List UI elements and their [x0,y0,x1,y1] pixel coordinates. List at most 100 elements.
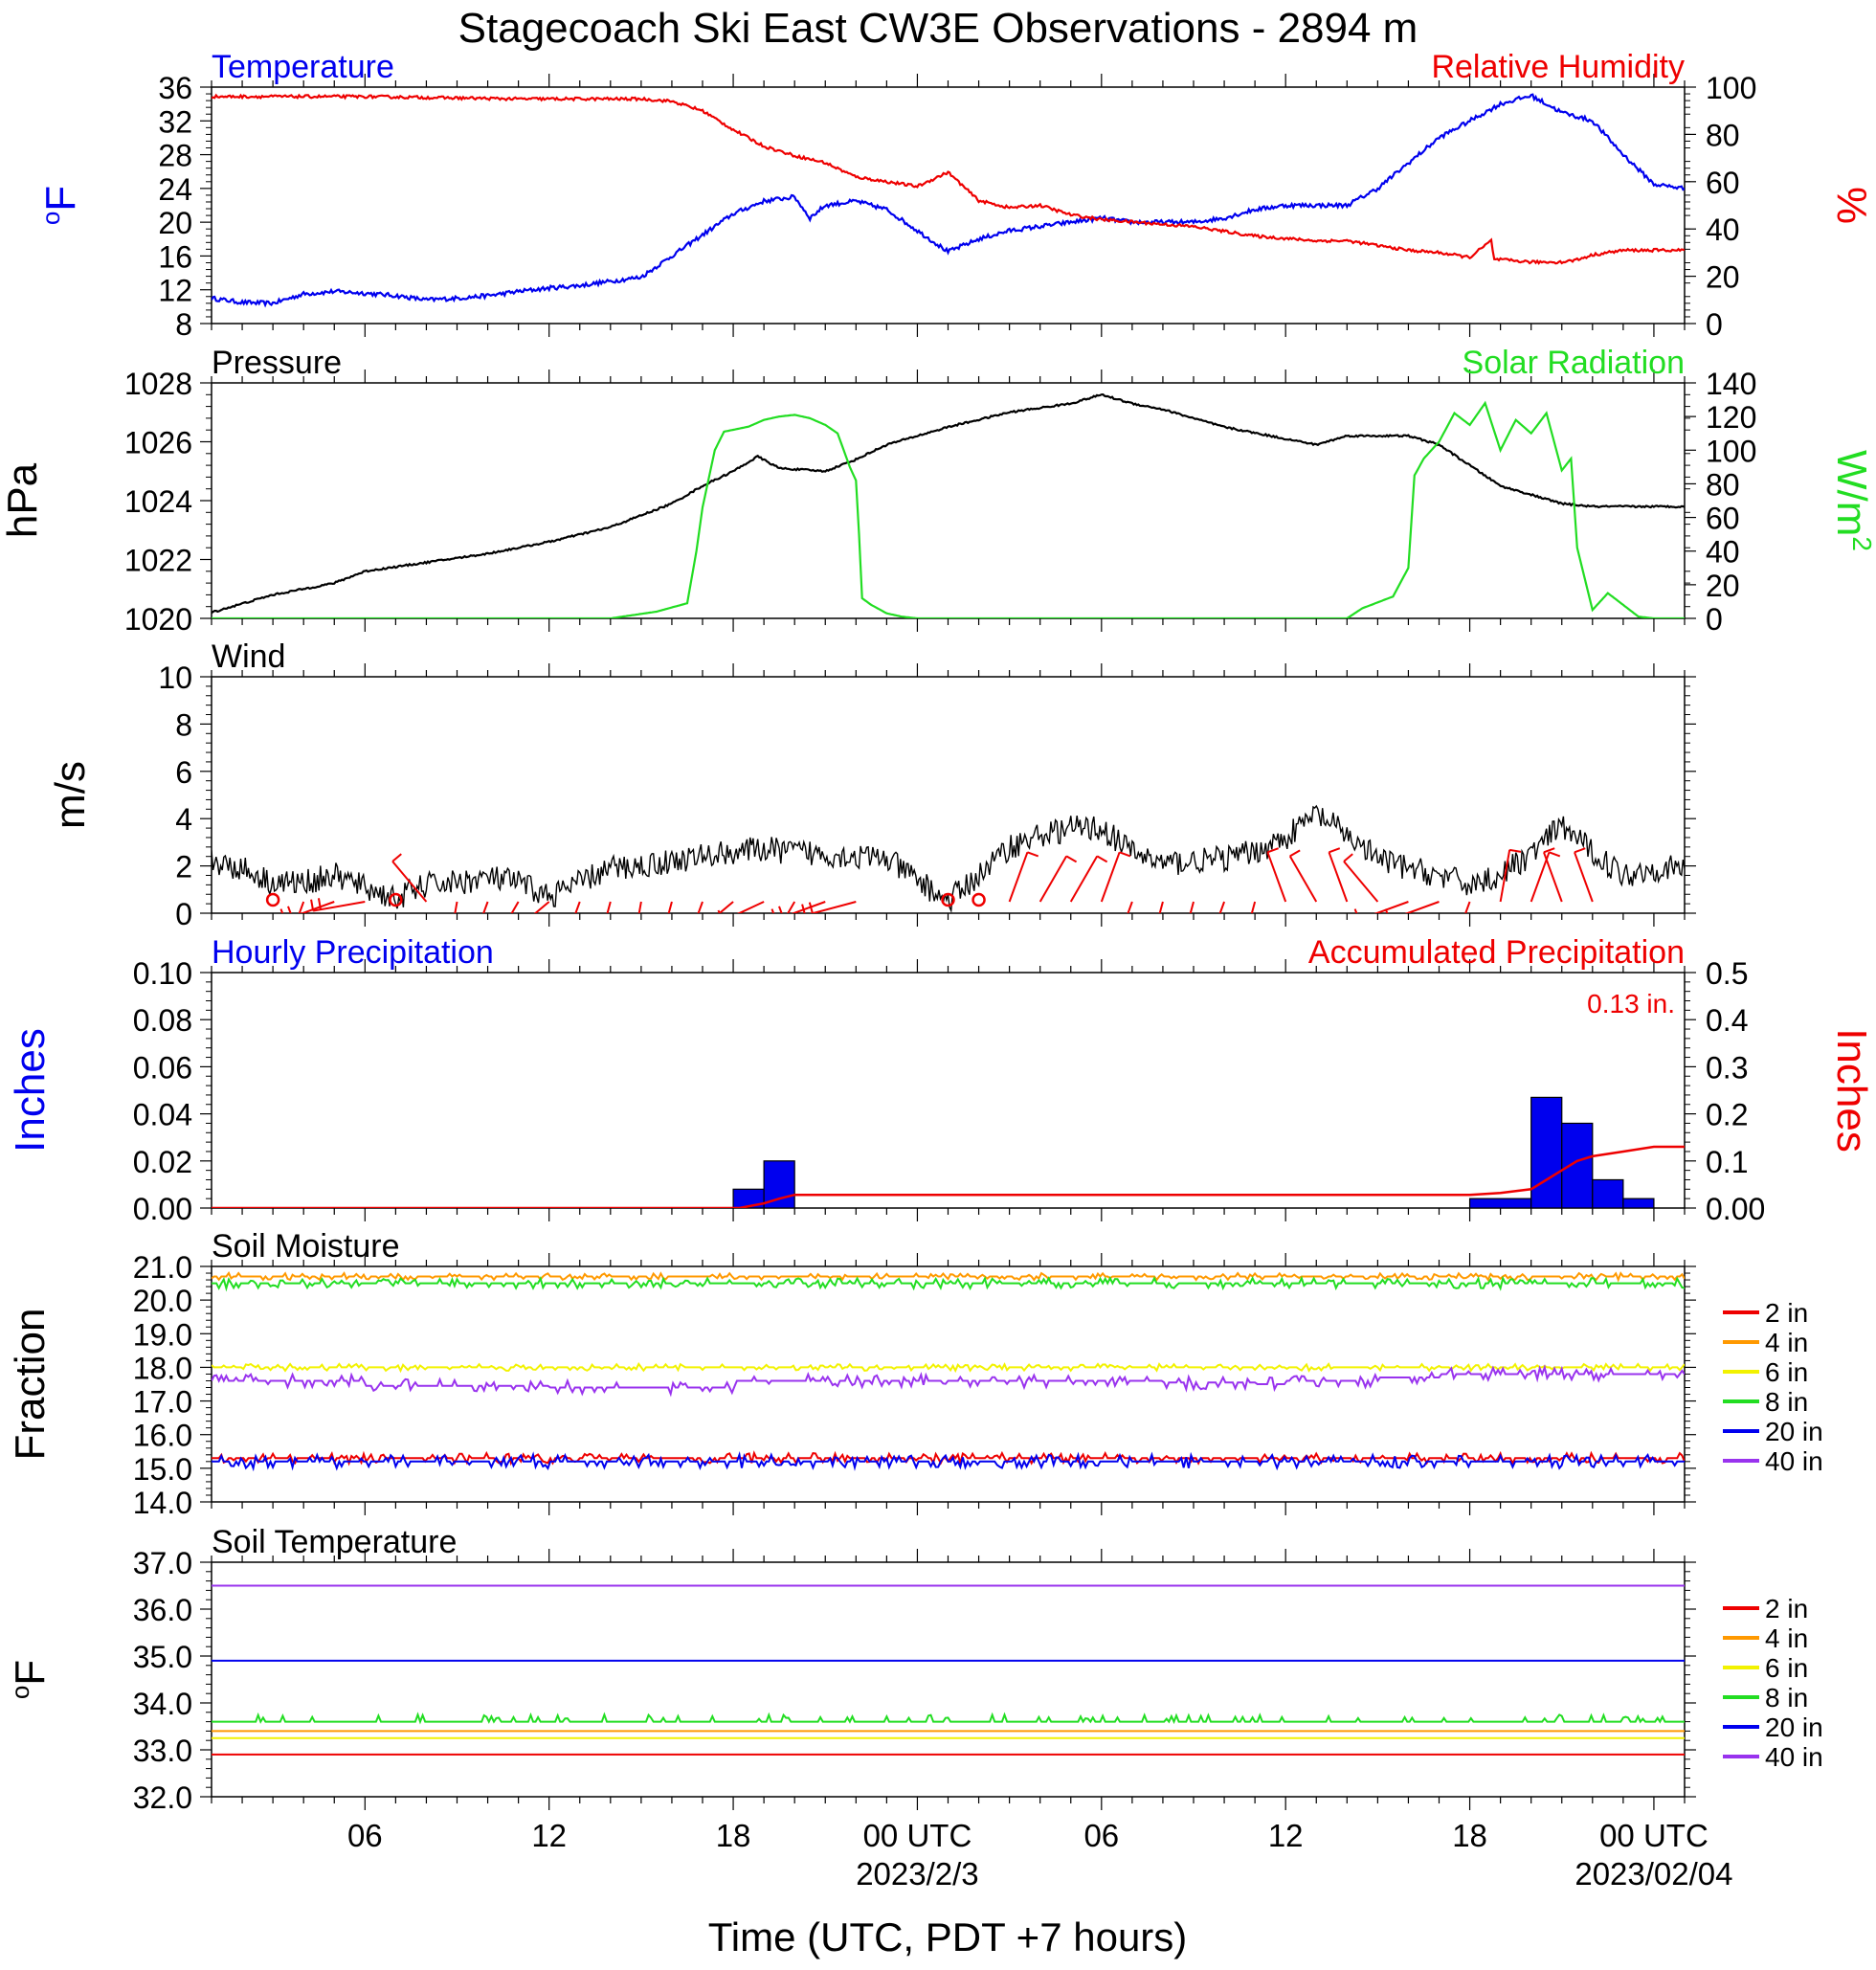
wind-barb-flag [1289,849,1301,858]
y2-tick-label: 80 [1706,467,1740,502]
x-tick-label: 12 [1268,1818,1304,1853]
panel-soil-moisture: 14.015.016.017.018.019.020.021.0 Soil Moi… [7,1228,1823,1520]
wind-barb [1266,851,1287,903]
wind-barb [1328,851,1349,903]
precip-bar [1622,1198,1655,1208]
y-tick-label: 24 [158,172,192,207]
plot-frame [211,1561,1686,1798]
wind-calm-marker [972,892,986,907]
plot-area [212,392,1685,618]
series-relative-humidity [212,93,1685,265]
wind-barb [1100,851,1121,903]
plot-frame [211,676,1686,914]
wind-barb-flag [391,853,402,862]
y-tick-label: 36.0 [133,1593,192,1627]
wind-barb [312,901,366,912]
wind-barb [1038,855,1068,903]
y2-tick-label: 0.3 [1706,1050,1748,1085]
y-tick-label: 1026 [124,426,192,460]
y2-tick-label: 100 [1706,434,1756,468]
wind-barb [809,901,857,913]
y-tick-label: 15.0 [133,1452,192,1487]
y-tick-label: 12 [158,274,192,308]
wind-barb [1574,851,1594,903]
y-tick-label: 0.10 [133,956,192,991]
y2-axis-label: Inches [1828,1028,1875,1153]
wind-barb-flag [770,908,775,913]
wind-barb [1464,901,1471,913]
legend-label: 4 in [1765,1328,1808,1357]
x-date-label: 2023/2/3 [856,1856,978,1892]
panel-title-left: Wind [212,638,285,675]
x-axis-label: Time (UTC, PDT +7 hours) [708,1914,1188,1959]
y-tick-label: 32 [158,104,192,139]
y-tick-label: 32.0 [133,1780,192,1815]
wind-barb-flag [778,906,783,913]
y-tick-label: 37.0 [133,1546,192,1580]
y2-tick-label: 0 [1706,307,1723,342]
panel-title-right: Accumulated Precipitation [1308,934,1685,971]
y-tick-label: 35.0 [133,1640,192,1674]
y-tick-label: 34.0 [133,1687,192,1721]
plot-area [212,804,1685,952]
y-tick-label: 1024 [124,484,192,519]
y-tick-label: 8 [175,307,192,342]
wind-barb-flag [762,935,771,941]
wind-barb-flag [279,908,284,913]
x-tick-label: 12 [531,1818,567,1853]
legend-label: 8 in [1765,1683,1808,1713]
wind-barb-flag [1509,848,1522,853]
wind-barb [482,901,489,913]
wind-barb [1250,901,1257,913]
plot-area [212,93,1685,308]
wind-barb [391,861,428,903]
y-axis-label: Fraction [7,1309,54,1461]
panel-precipitation: 0.00 0.02 0.04 0.06 0.08 0.10 0.00 0.1 0.2 0.3 0.4… [7,934,1875,1226]
y-axis-label: m/s [47,761,94,829]
wind-barb-flag [711,912,713,913]
wind-barb [1404,901,1440,913]
wind-barb [1069,855,1099,903]
wind-barb-flag [1119,851,1131,858]
y-tick-label: 2 [175,850,192,884]
wind-barb [1008,851,1029,903]
y2-tick-label: 60 [1706,166,1740,200]
wind-barb [718,901,734,913]
y2-axis-label: W/m2 [1828,450,1876,551]
y-tick-label: 0.06 [133,1050,192,1085]
y-tick-label: 0 [175,897,192,931]
panel-title-left: Soil Moisture [212,1228,400,1265]
y2-tick-label: 0 [1706,602,1723,637]
wind-barb-flag [287,906,292,913]
wind-barb-flag [1065,855,1078,863]
series-6-in [212,1361,1685,1374]
series-temperature [212,93,1685,308]
wind-calm-marker [265,892,280,907]
legend-label: 20 in [1765,1713,1823,1742]
wind-barb-flag [1543,847,1555,854]
wind-barb [300,901,335,913]
y-tick-label: 0.08 [133,1003,192,1038]
wind-barb [697,901,704,913]
wind-barb [637,901,642,913]
legend-label: 6 in [1765,1357,1808,1387]
wind-barb-flag [1138,950,1150,952]
x-tick-label: 18 [1452,1818,1487,1853]
wind-calm-marker [941,892,955,907]
y2-tick-label: 0.2 [1706,1098,1748,1132]
y-axis-label: oF [36,186,84,225]
wind-barb [1288,855,1318,903]
wind-barb [298,901,305,913]
wind-barb-flag [586,950,597,952]
wind-barb [1127,901,1133,913]
wind-barb-flag [310,899,315,911]
y2-tick-label: 80 [1706,118,1740,152]
wind-barb-flag [674,948,684,951]
x-tick-label: 06 [1083,1818,1119,1853]
wind-barb [533,901,550,913]
wind-barb-flag [1353,908,1358,913]
y2-tick-label: 140 [1706,367,1756,401]
wind-barb-flag [691,922,699,930]
